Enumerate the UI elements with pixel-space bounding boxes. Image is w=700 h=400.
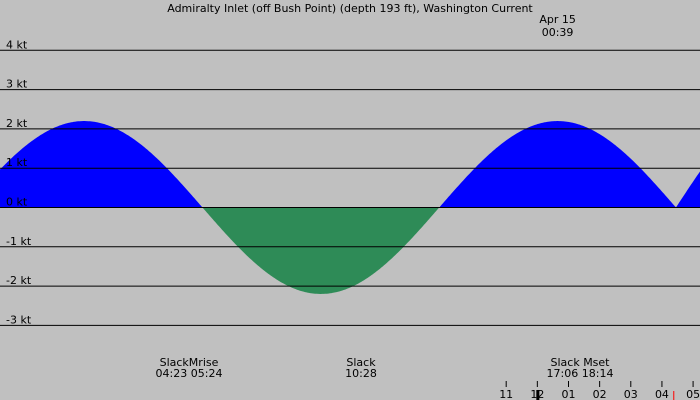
event-time-label: 17:06 18:14 — [547, 367, 614, 380]
chart-title: Admiralty Inlet (off Bush Point) (depth … — [167, 2, 533, 15]
midnight-marker — [536, 390, 540, 400]
y-tick-label: -3 kt — [6, 313, 32, 326]
y-tick-label: -1 kt — [6, 235, 32, 248]
event-name-label: Slack Mset — [551, 356, 611, 369]
extreme-time-label: 00:39 — [542, 26, 574, 39]
hour-tick-label: 03 — [624, 388, 638, 400]
flood-current-area — [0, 121, 202, 208]
hour-tick-label: 11 — [499, 388, 513, 400]
hour-tick-label: 01 — [561, 388, 575, 400]
event-time-label: 10:28 — [345, 367, 377, 380]
y-tick-label: 1 kt — [6, 156, 28, 169]
y-tick-label: 2 kt — [6, 117, 28, 130]
y-tick-label: 0 kt — [6, 196, 28, 209]
ebb-current-area — [203, 207, 439, 294]
y-tick-label: -2 kt — [6, 274, 32, 287]
y-axis-labels: 4 kt 3 kt 2 kt 1 kt 0 kt -1 kt -2 kt -3 kt — [6, 38, 32, 326]
extreme-date-label: Apr 15 — [539, 13, 576, 26]
y-tick-label: 3 kt — [6, 78, 28, 91]
hour-axis: 11120102030405 — [499, 381, 700, 400]
current-areas — [0, 121, 700, 294]
hour-tick-label: 05 — [686, 388, 700, 400]
hour-tick-label: 04 — [655, 388, 669, 400]
gridlines — [0, 49, 700, 326]
flood-current-area — [440, 121, 700, 208]
event-time-label: 04:23 05:24 — [156, 367, 223, 380]
hour-tick-label: 02 — [593, 388, 607, 400]
y-tick-label: 4 kt — [6, 38, 28, 51]
event-name-label: Slack — [346, 356, 376, 369]
event-name-label: SlackMrise — [160, 356, 219, 369]
